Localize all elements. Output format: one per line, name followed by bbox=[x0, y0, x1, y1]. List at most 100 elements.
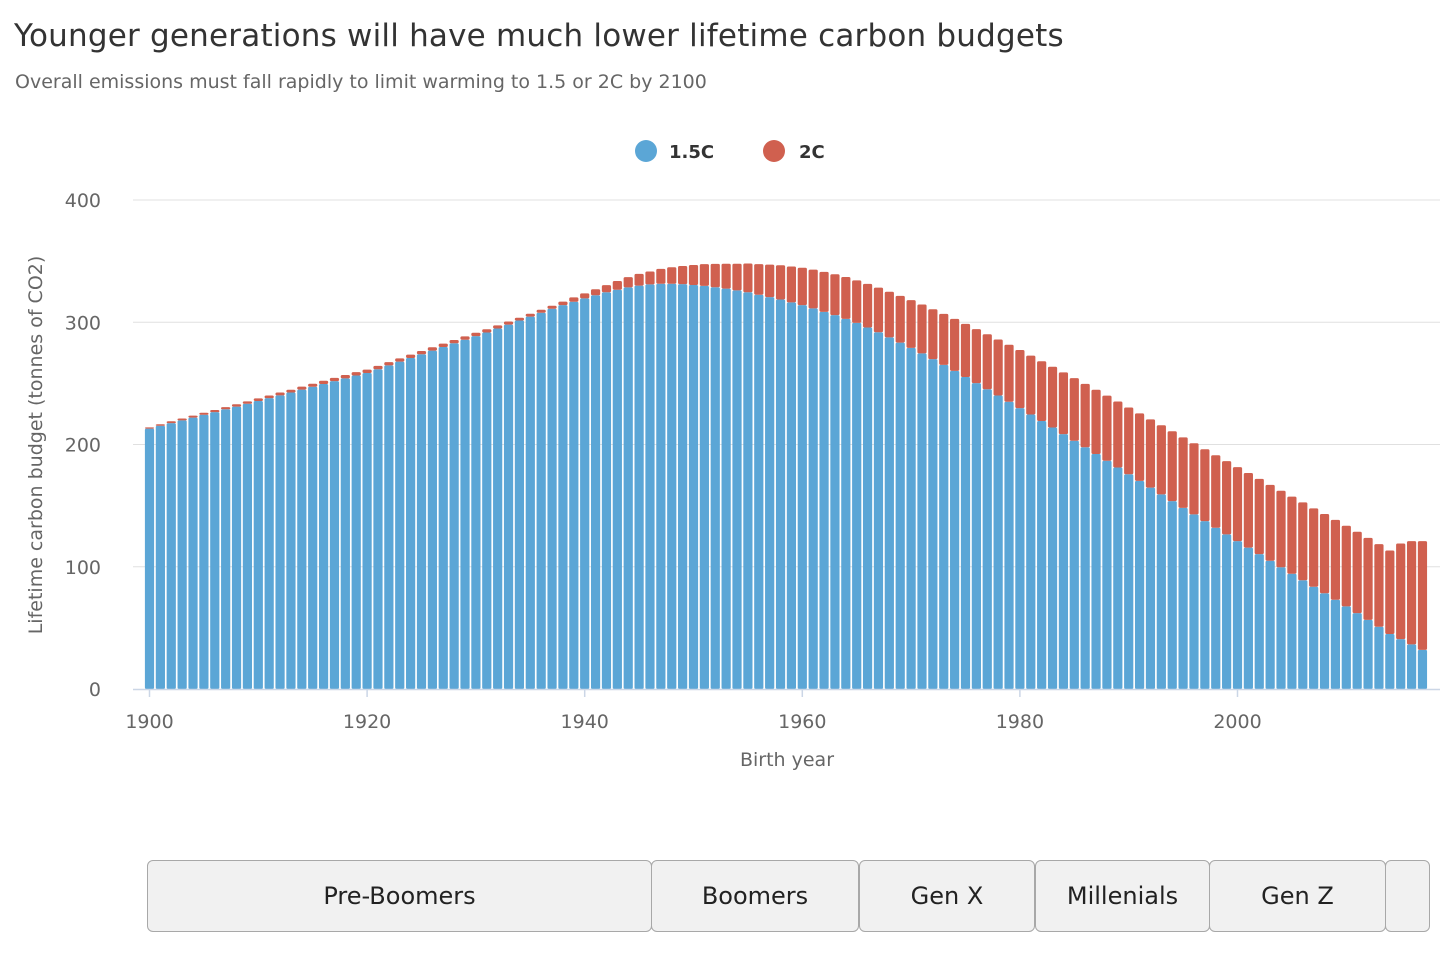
bar-2c[interactable] bbox=[231, 404, 242, 407]
bar-1-5c[interactable] bbox=[786, 302, 797, 689]
bar-1-5c[interactable] bbox=[1189, 514, 1199, 689]
bar-1-5c[interactable] bbox=[1243, 547, 1253, 689]
bar-1-5c[interactable] bbox=[177, 420, 187, 689]
bar-1-5c[interactable] bbox=[569, 301, 579, 689]
bar-2c[interactable] bbox=[438, 343, 448, 347]
bar-2c[interactable] bbox=[906, 300, 916, 348]
bar-2c[interactable] bbox=[960, 323, 971, 378]
bar-2c[interactable] bbox=[427, 347, 437, 351]
bar-2c[interactable] bbox=[993, 339, 1003, 396]
bar-2c[interactable] bbox=[1037, 361, 1047, 422]
bar-2c[interactable] bbox=[1254, 478, 1264, 555]
bar-2c[interactable] bbox=[1058, 372, 1069, 435]
bar-2c[interactable] bbox=[221, 407, 231, 410]
bar-1-5c[interactable] bbox=[732, 290, 742, 689]
bar-1-5c[interactable] bbox=[862, 327, 873, 689]
bar-2c[interactable] bbox=[950, 318, 960, 371]
bar-1-5c[interactable] bbox=[275, 395, 285, 689]
bar-2c[interactable] bbox=[329, 377, 340, 382]
bar-2c[interactable] bbox=[841, 277, 851, 319]
bar-2c[interactable] bbox=[1319, 514, 1330, 594]
bar-2c[interactable] bbox=[710, 263, 720, 288]
bar-1-5c[interactable] bbox=[503, 324, 514, 689]
bar-1-5c[interactable] bbox=[1352, 613, 1362, 689]
bar-2c[interactable] bbox=[536, 309, 546, 313]
bar-2c[interactable] bbox=[1091, 389, 1101, 455]
bar-1-5c[interactable] bbox=[525, 316, 535, 689]
bar-2c[interactable] bbox=[1265, 484, 1275, 561]
bar-2c[interactable] bbox=[242, 401, 253, 404]
bar-2c[interactable] bbox=[275, 392, 285, 396]
bar-2c[interactable] bbox=[645, 271, 655, 285]
bar-2c[interactable] bbox=[514, 317, 525, 321]
bar-1-5c[interactable] bbox=[1113, 467, 1123, 689]
bar-1-5c[interactable] bbox=[1374, 626, 1384, 689]
bar-2c[interactable] bbox=[623, 277, 633, 288]
bar-1-5c[interactable] bbox=[427, 350, 437, 689]
bar-1-5c[interactable] bbox=[1134, 480, 1145, 689]
bar-2c[interactable] bbox=[525, 313, 535, 317]
bar-1-5c[interactable] bbox=[340, 378, 350, 689]
bar-1-5c[interactable] bbox=[297, 389, 307, 689]
bar-1-5c[interactable] bbox=[286, 392, 296, 689]
bar-1-5c[interactable] bbox=[438, 346, 448, 689]
bar-2c[interactable] bbox=[253, 398, 263, 401]
bar-1-5c[interactable] bbox=[1341, 606, 1351, 689]
bar-1-5c[interactable] bbox=[373, 369, 383, 689]
bar-2c[interactable] bbox=[634, 273, 644, 286]
bar-2c[interactable] bbox=[678, 266, 688, 285]
bar-2c[interactable] bbox=[699, 264, 709, 286]
bar-1-5c[interactable] bbox=[1145, 487, 1156, 689]
bar-2c[interactable] bbox=[873, 287, 884, 333]
bar-1-5c[interactable] bbox=[558, 305, 568, 689]
bar-1-5c[interactable] bbox=[1309, 586, 1319, 689]
bar-1-5c[interactable] bbox=[612, 289, 622, 689]
bar-1-5c[interactable] bbox=[1265, 560, 1275, 689]
bar-2c[interactable] bbox=[308, 383, 318, 387]
bar-1-5c[interactable] bbox=[873, 332, 884, 689]
bar-1-5c[interactable] bbox=[710, 287, 720, 689]
bar-1-5c[interactable] bbox=[580, 298, 590, 689]
bar-1-5c[interactable] bbox=[1211, 527, 1221, 689]
bar-1-5c[interactable] bbox=[645, 284, 655, 689]
bar-2c[interactable] bbox=[1385, 550, 1395, 634]
bar-2c[interactable] bbox=[590, 289, 601, 296]
bar-1-5c[interactable] bbox=[264, 398, 274, 689]
bar-1-5c[interactable] bbox=[1417, 649, 1428, 689]
bar-2c[interactable] bbox=[384, 362, 394, 366]
bar-1-5c[interactable] bbox=[688, 284, 699, 689]
bar-1-5c[interactable] bbox=[231, 406, 242, 689]
bar-1-5c[interactable] bbox=[329, 381, 340, 689]
bar-1-5c[interactable] bbox=[471, 336, 481, 689]
bar-2c[interactable] bbox=[144, 427, 155, 429]
millenials-button[interactable]: Millenials bbox=[1035, 860, 1210, 932]
bar-2c[interactable] bbox=[1374, 544, 1384, 627]
bar-1-5c[interactable] bbox=[775, 299, 786, 689]
bar-2c[interactable] bbox=[775, 265, 786, 300]
bar-2c[interactable] bbox=[1417, 541, 1428, 650]
bar-2c[interactable] bbox=[1406, 541, 1417, 645]
bar-1-5c[interactable] bbox=[460, 339, 470, 689]
bar-2c[interactable] bbox=[1330, 519, 1341, 600]
bar-2c[interactable] bbox=[612, 281, 622, 290]
bar-1-5c[interactable] bbox=[1254, 554, 1264, 689]
bar-1-5c[interactable] bbox=[536, 312, 546, 689]
bar-1-5c[interactable] bbox=[1026, 414, 1036, 689]
bar-1-5c[interactable] bbox=[1363, 619, 1373, 689]
bar-2c[interactable] bbox=[199, 412, 209, 415]
bar-2c[interactable] bbox=[765, 264, 775, 298]
bar-1-5c[interactable] bbox=[884, 337, 894, 689]
bar-1-5c[interactable] bbox=[1222, 534, 1232, 689]
bar-2c[interactable] bbox=[884, 291, 894, 338]
bar-1-5c[interactable] bbox=[166, 423, 176, 689]
legend-item-2c[interactable]: 2C bbox=[763, 140, 825, 163]
bar-1-5c[interactable] bbox=[514, 320, 525, 689]
bar-2c[interactable] bbox=[656, 268, 666, 284]
bar-1-5c[interactable] bbox=[1276, 567, 1286, 689]
bar-2c[interactable] bbox=[971, 329, 981, 384]
bar-1-5c[interactable] bbox=[971, 383, 981, 689]
bar-1-5c[interactable] bbox=[754, 294, 764, 689]
bar-1-5c[interactable] bbox=[590, 295, 601, 689]
bar-1-5c[interactable] bbox=[1385, 633, 1395, 689]
gen-x-button[interactable]: Gen X bbox=[859, 860, 1035, 932]
